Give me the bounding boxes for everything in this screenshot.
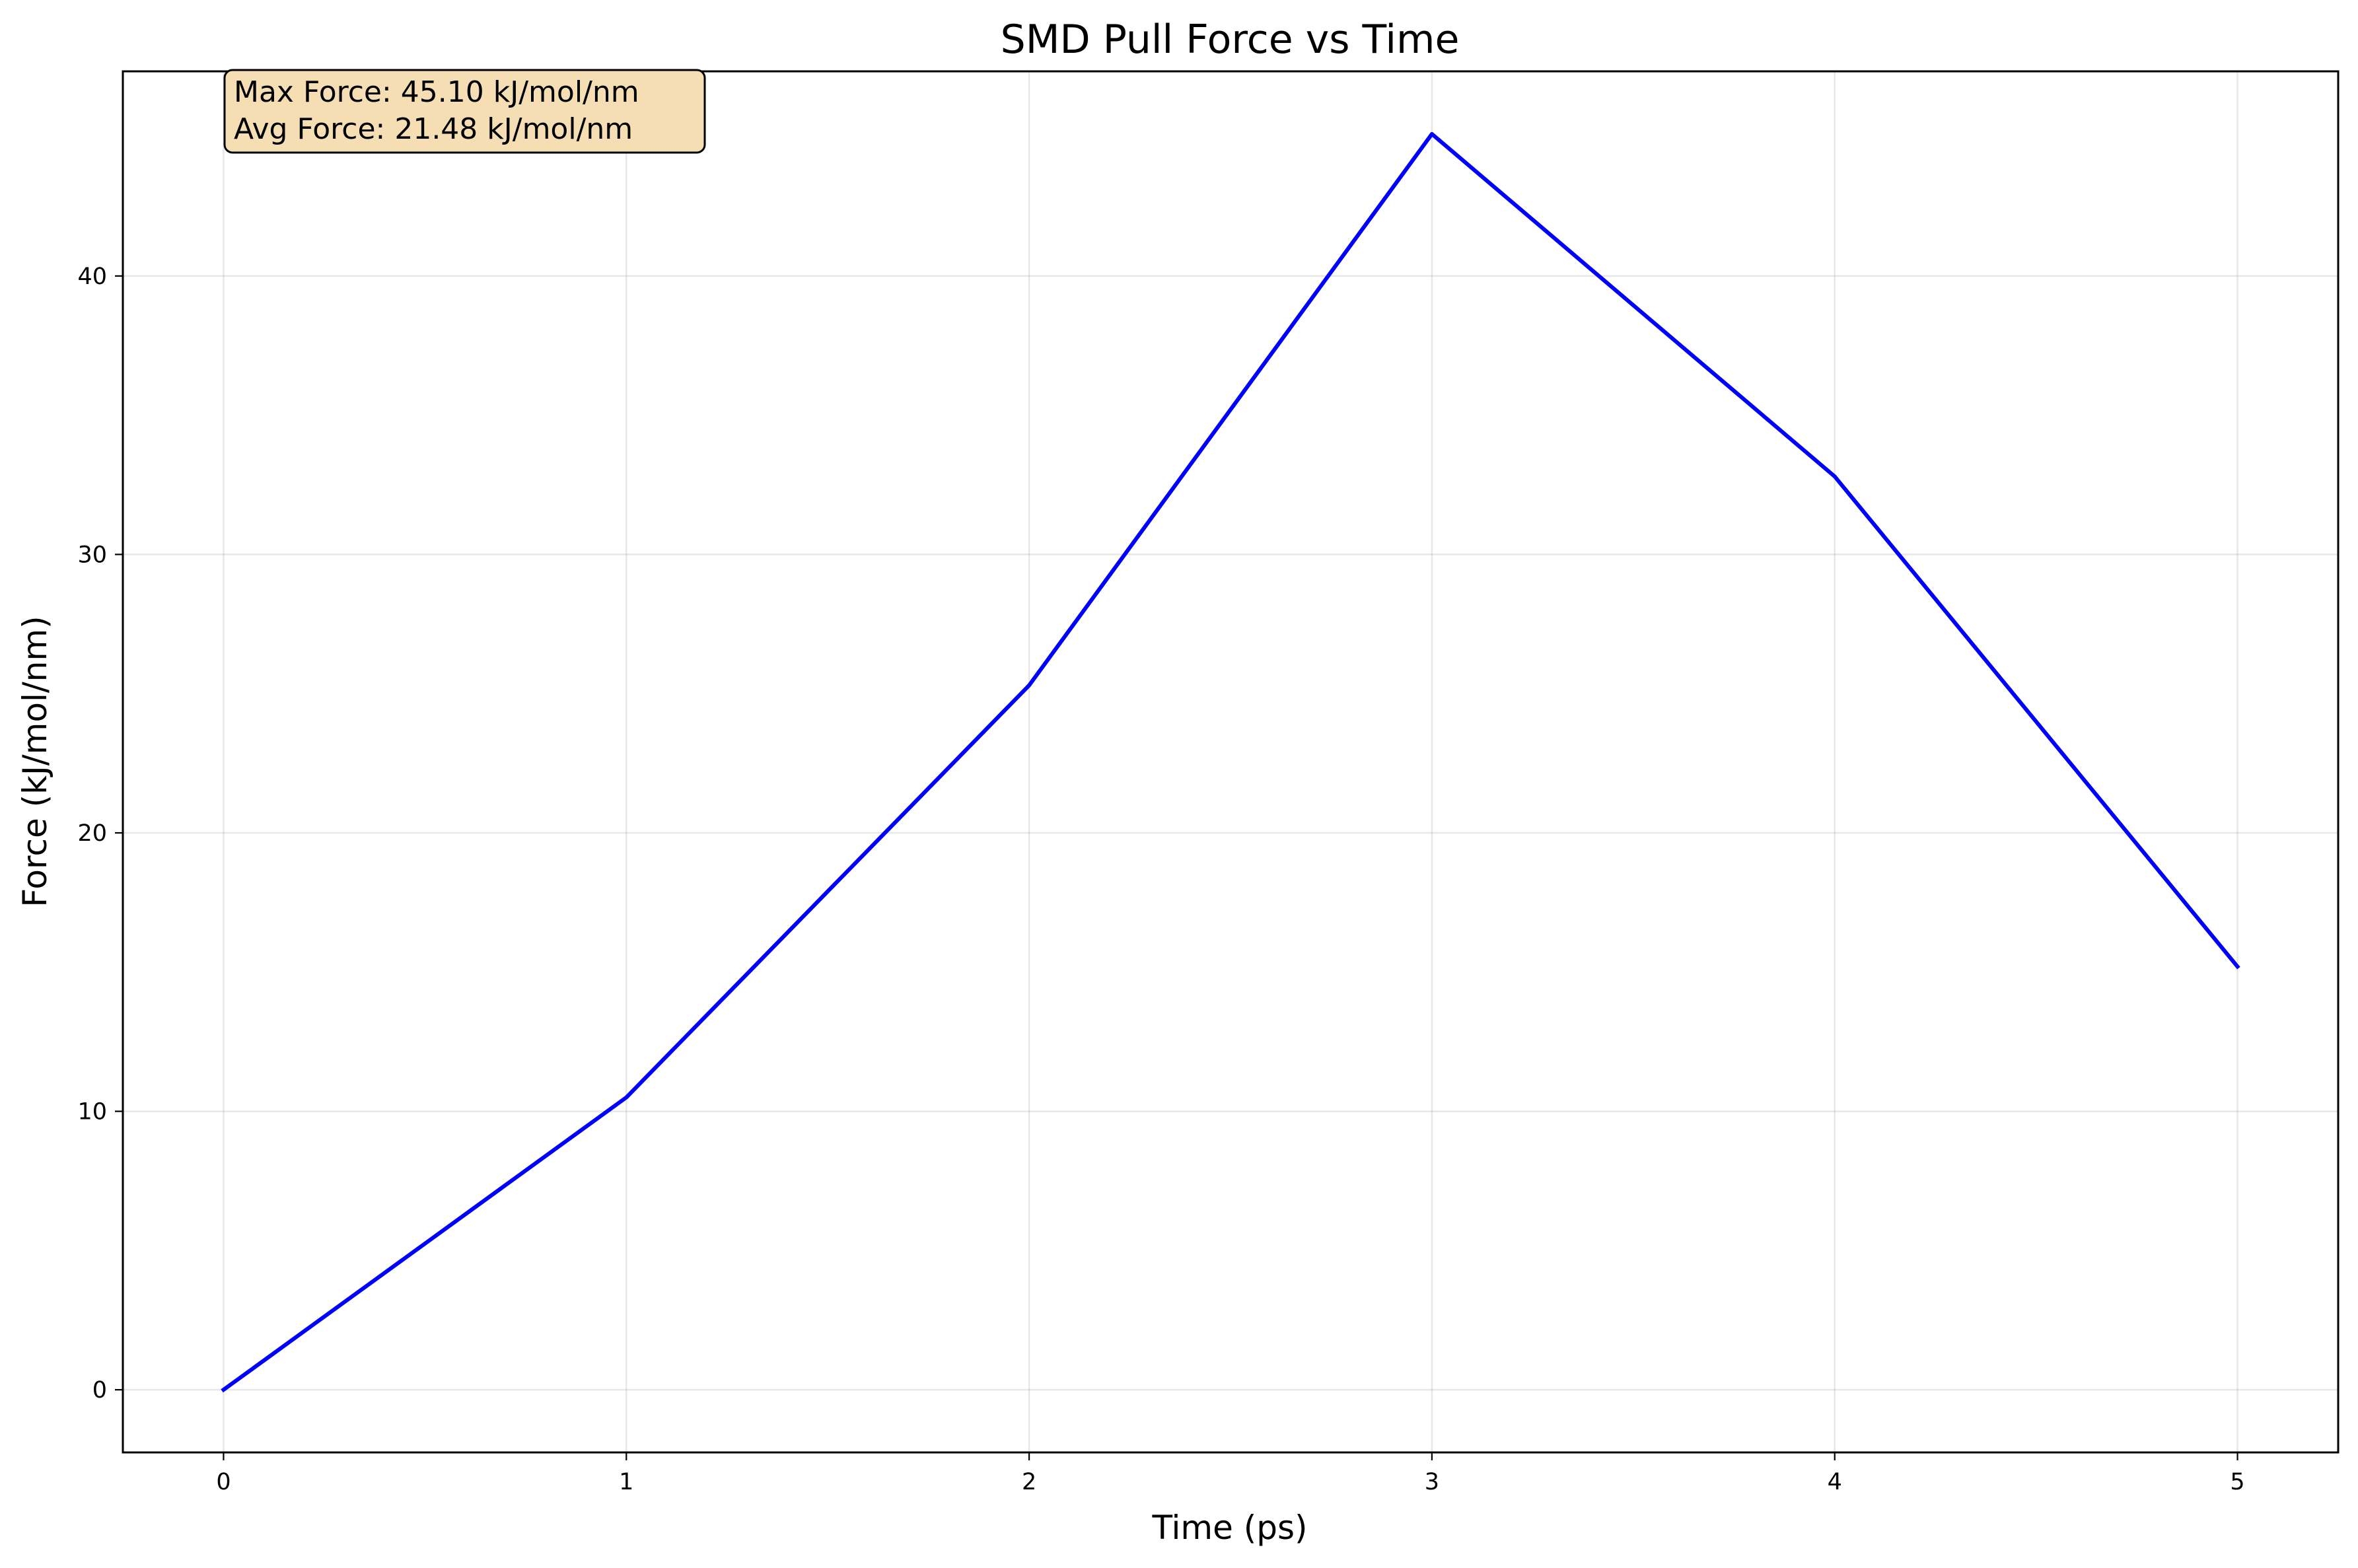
axis-ticks: 0 1 2 3 4 5 0 10 20 30 40 [77,264,2244,1495]
x-tick-label: 4 [1828,1469,1842,1495]
chart-title: SMD Pull Force vs Time [1001,17,1460,63]
stats-annotation-box [223,69,706,154]
y-tick-label: 10 [77,1099,107,1125]
stats-annotation: Max Force: 45.10 kJ/mol/nm Avg Force: 21… [223,69,706,154]
y-tick-label: 40 [77,264,107,290]
x-tick-label: 1 [619,1469,633,1495]
x-tick-label: 2 [1022,1469,1036,1495]
y-axis-label: Force (kJ/mol/nm) [16,616,54,907]
y-tick-label: 0 [92,1377,107,1404]
x-axis-label: Time (ps) [1151,1509,1307,1547]
series-layer [221,131,2240,1393]
y-tick-label: 30 [77,542,107,568]
x-tick-label: 3 [1425,1469,1439,1495]
x-tick-label: 0 [216,1469,231,1495]
x-tick-label: 5 [2230,1469,2244,1495]
y-tick-label: 20 [77,820,107,847]
series-line-force [221,131,2240,1393]
annotation-avg-force: Avg Force: 21.48 kJ/mol/nm [234,112,633,146]
grid [123,71,2338,1452]
annotation-max-force: Max Force: 45.10 kJ/mol/nm [234,75,639,109]
plot-frame [122,70,2340,1454]
